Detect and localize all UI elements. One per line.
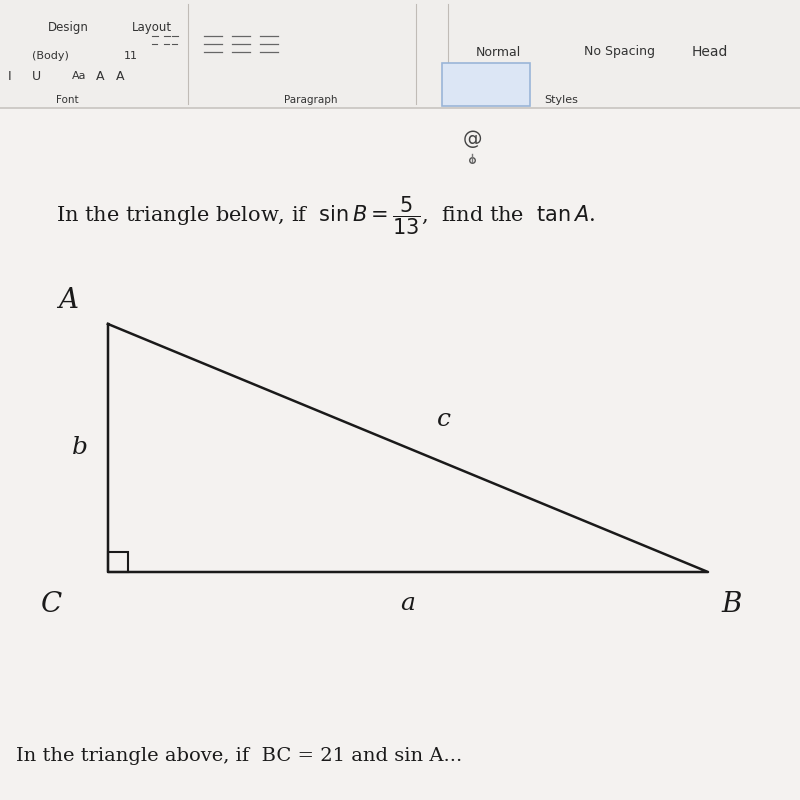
Text: Layout: Layout — [132, 22, 172, 34]
Text: Paragraph: Paragraph — [284, 95, 338, 105]
Text: (Body): (Body) — [32, 51, 69, 61]
Text: In the triangle above, if  BC = 21 and sin A...: In the triangle above, if BC = 21 and si… — [16, 747, 462, 765]
Text: Styles: Styles — [544, 95, 578, 105]
Text: B: B — [722, 590, 742, 618]
Text: @: @ — [462, 130, 482, 150]
FancyBboxPatch shape — [442, 63, 530, 106]
Text: Design: Design — [48, 22, 89, 34]
Text: No Spacing: No Spacing — [584, 46, 655, 58]
Text: 11: 11 — [124, 51, 138, 61]
Bar — [0, 0, 800, 108]
Text: a: a — [401, 593, 415, 615]
Bar — [108, 552, 128, 572]
Text: In the triangle below, if  $\sin B = \dfrac{5}{13}$,  find the  $\tan A$.: In the triangle below, if $\sin B = \dfr… — [56, 194, 595, 238]
Text: A: A — [116, 70, 125, 82]
Text: Head: Head — [692, 45, 728, 59]
Text: Aa: Aa — [72, 71, 86, 81]
Text: U: U — [32, 70, 41, 82]
Text: b: b — [72, 437, 88, 459]
Text: I: I — [8, 70, 12, 82]
Text: c: c — [437, 409, 451, 431]
Text: A: A — [96, 70, 105, 82]
Text: Font: Font — [56, 95, 78, 105]
Text: A: A — [58, 286, 78, 314]
Text: C: C — [42, 590, 62, 618]
Text: Normal: Normal — [476, 46, 522, 58]
